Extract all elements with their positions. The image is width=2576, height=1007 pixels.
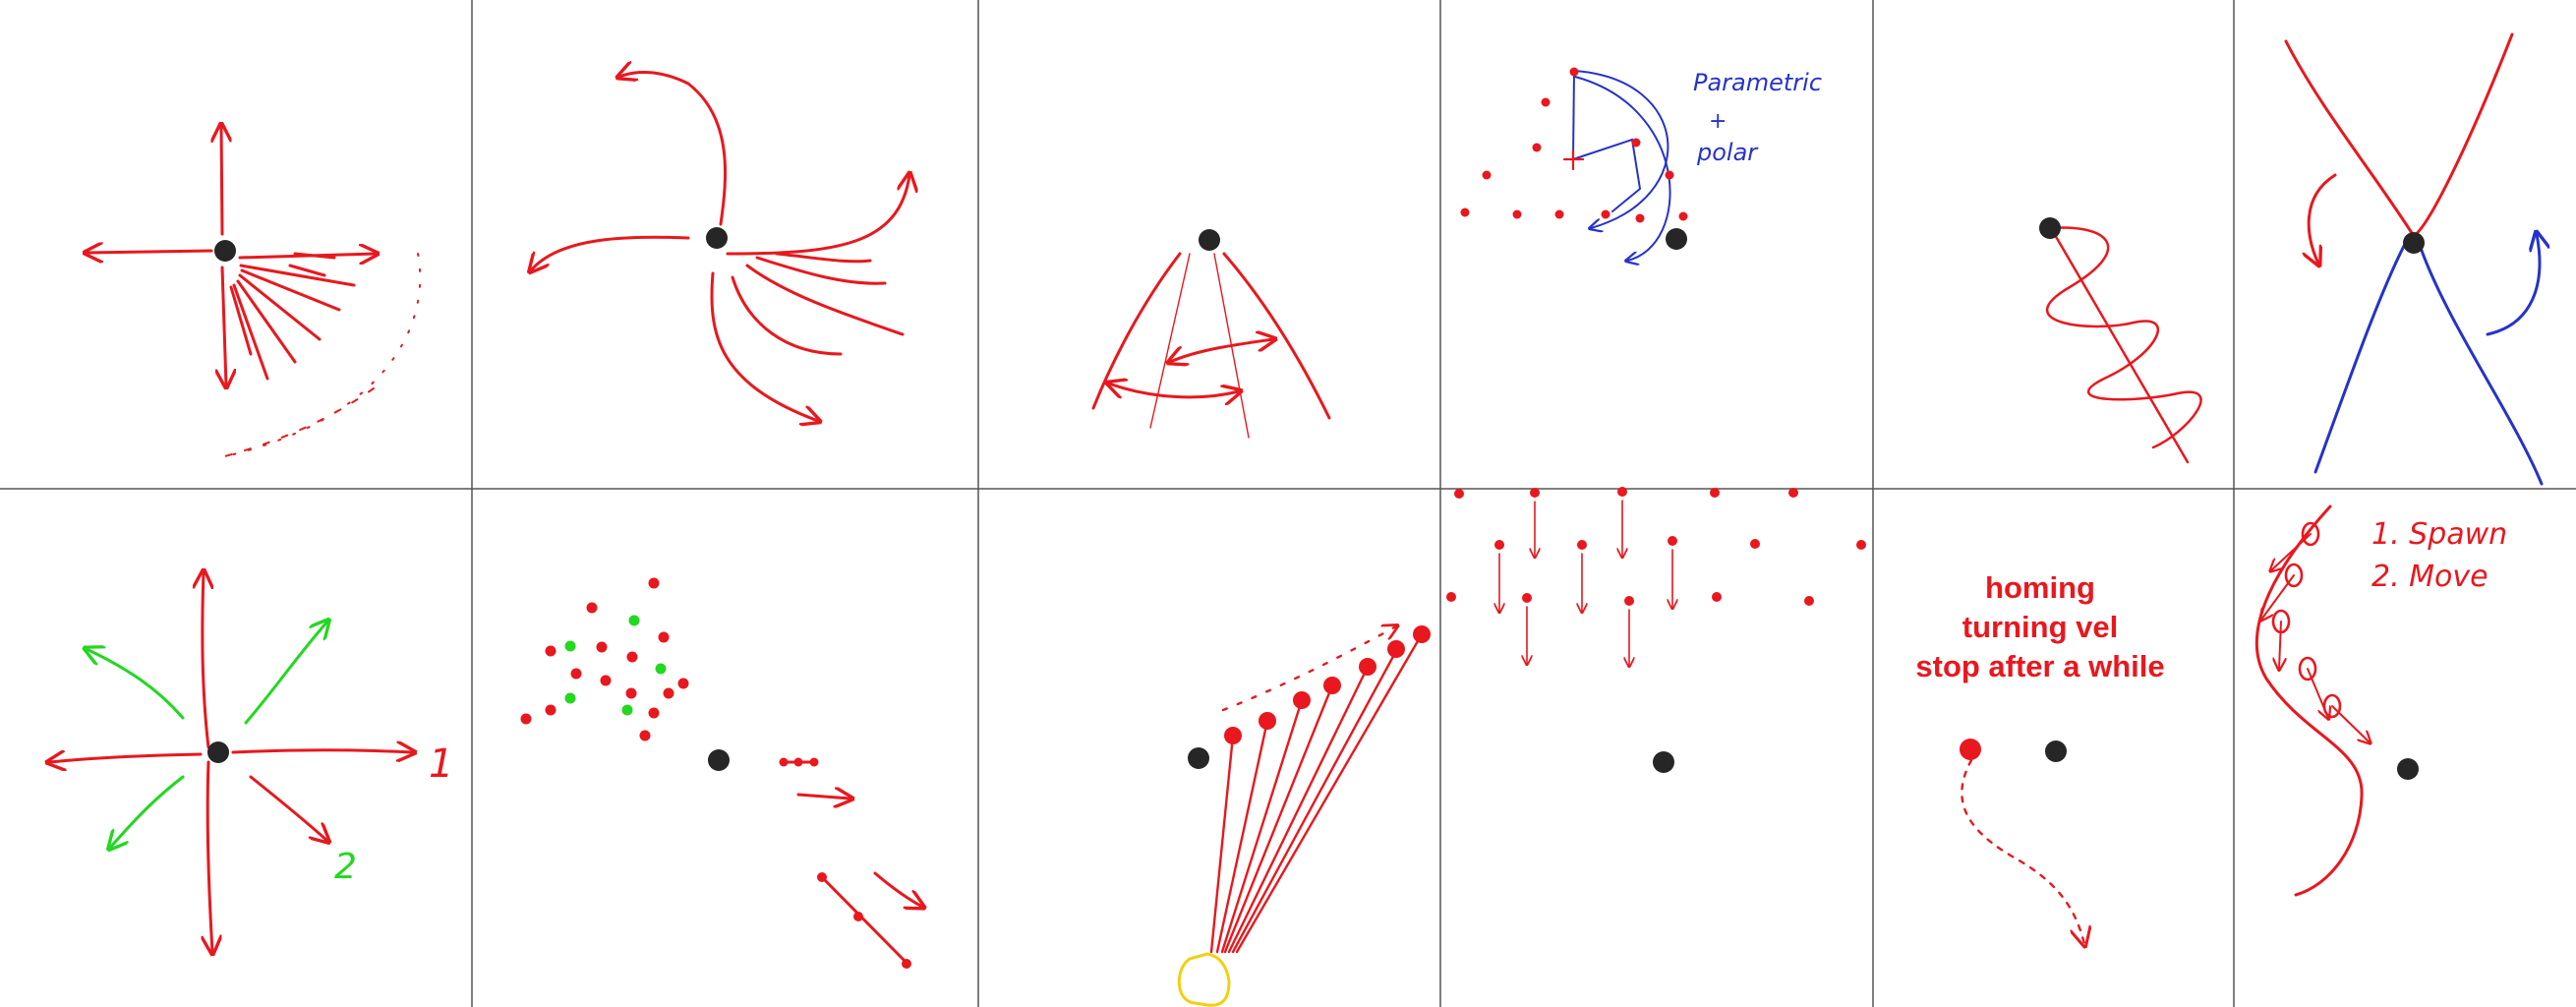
emitter-dot [706,227,728,249]
cell-sine-wave [2039,217,2202,464]
emitter-dot [1666,228,1687,250]
cell-homing: homing turning vel stop after a while [1915,570,2165,944]
emitter-dot [2397,758,2419,780]
step-two-number: 2 [334,847,357,887]
plus-sign: + [1709,109,1727,134]
polar-label: polar [1696,139,1759,166]
turning-label: turning vel [1962,610,2118,644]
emitter-dot [1188,747,1209,769]
emitter-dot [2045,740,2067,762]
stop-label: stop after a while [1915,649,2164,683]
homing-bullet [1960,739,1981,760]
cell-orb-fan [1177,625,1431,1007]
cell-two-phase-burst: 1 2 [49,572,453,952]
emitter-dot [207,741,229,763]
homing-label: homing [1985,570,2095,605]
cell-cone-spread [1091,229,1331,439]
cell-cross-burst [87,126,422,458]
emitter-dot [2403,232,2425,254]
emitter-dot [1653,751,1674,773]
bulb-icon [1177,952,1231,1007]
cell-falling-rain [1446,487,1866,773]
cell-crossing-curves [2284,32,2542,486]
move-label: 2. Move [2371,560,2488,594]
cell-spiral-arms [531,73,909,421]
cell-cluster-burst [520,577,923,969]
emitter-dot [214,240,236,262]
emitter-dot [1199,229,1220,251]
emitter-dot [708,749,730,771]
cell-parametric-polar: Parametric + polar [1460,67,1822,262]
emitter-dot [2039,217,2061,239]
cell-spawn-move: 1. Spawn 2. Move [2254,504,2507,897]
step-one-number: 1 [429,741,453,787]
spawn-label: 1. Spawn [2371,517,2507,552]
parametric-label: Parametric [1693,69,1822,96]
